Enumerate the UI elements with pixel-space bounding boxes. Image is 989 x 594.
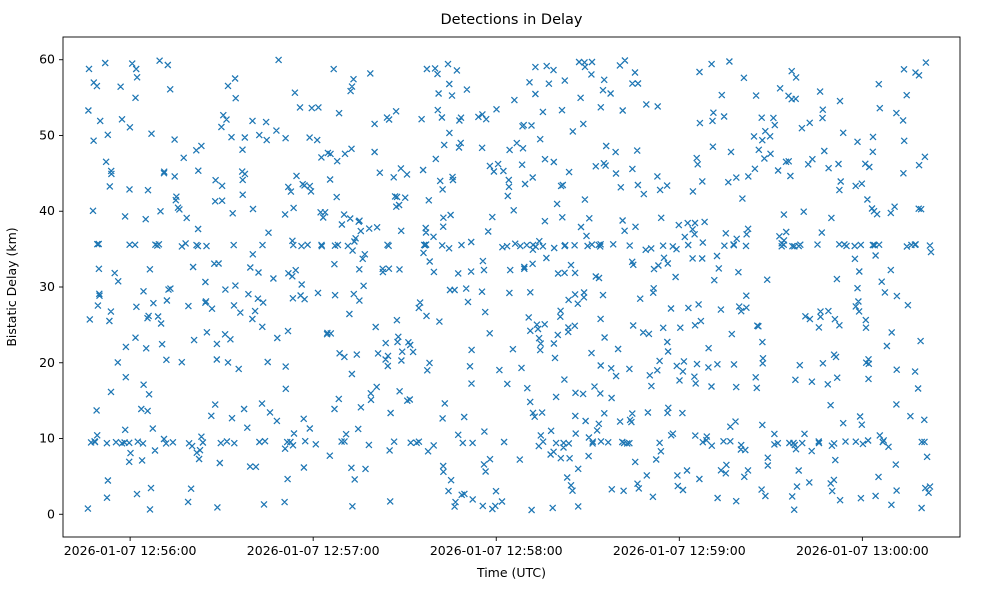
y-tick-label: 50 — [39, 127, 55, 142]
x-tick-label: 2026-01-07 12:59:00 — [613, 543, 746, 558]
y-tick-label: 0 — [47, 506, 55, 521]
y-tick-label: 40 — [39, 203, 55, 218]
y-axis-label: Bistatic Delay (km) — [4, 227, 19, 346]
x-tick-label: 2026-01-07 12:57:00 — [247, 543, 380, 558]
x-tick-label: 2026-01-07 13:00:00 — [796, 543, 929, 558]
y-tick-label: 20 — [39, 355, 55, 370]
x-tick-label: 2026-01-07 12:58:00 — [430, 543, 563, 558]
chart-title: Detections in Delay — [440, 12, 582, 28]
x-axis-ticks: 2026-01-07 12:56:00 2026-01-07 12:57:00 20… — [64, 537, 929, 558]
scatter-points — [84, 56, 935, 514]
y-axis-ticks: 0 10 20 30 40 50 60 — [39, 52, 63, 521]
detection-markers — [84, 56, 935, 514]
x-axis-label: Time (UTC) — [476, 565, 546, 580]
y-tick-label: 60 — [39, 52, 55, 67]
y-tick-label: 10 — [39, 431, 55, 446]
y-tick-label: 30 — [39, 279, 55, 294]
plot-area — [63, 37, 960, 537]
x-tick-label: 2026-01-07 12:56:00 — [64, 543, 197, 558]
